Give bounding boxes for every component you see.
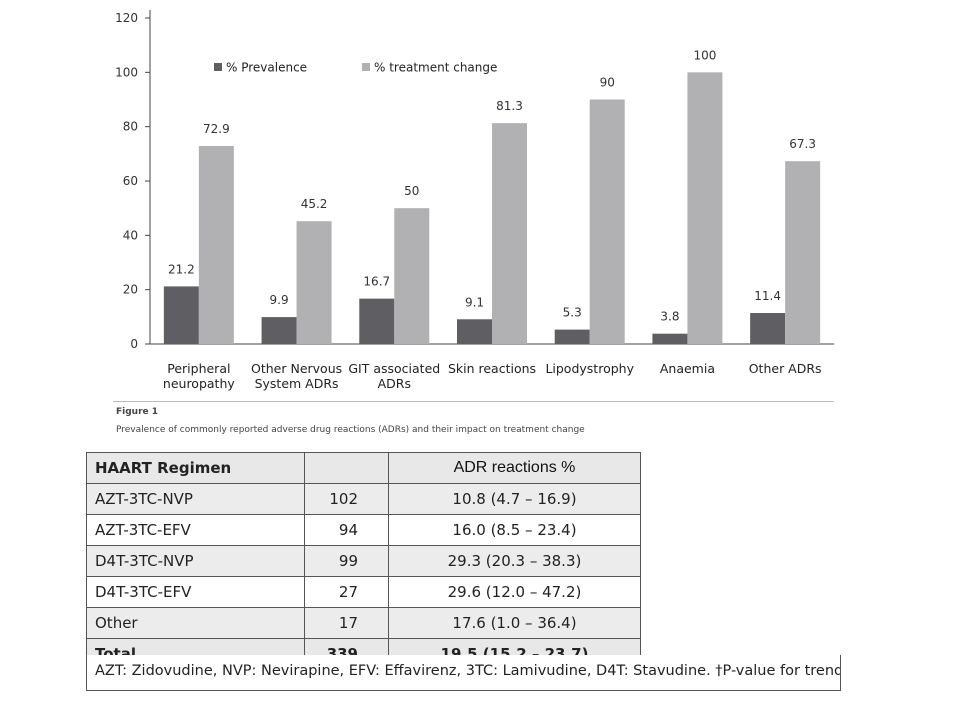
row-n: 102 [304,483,389,515]
bar [163,286,199,344]
row-regimen: D4T-3TC-NVP [86,545,305,577]
legend-swatch [362,63,370,71]
y-tick-label: 100 [115,65,138,79]
bar [750,313,786,344]
row-adr: 16.0 (8.5 – 23.4) [388,514,641,546]
row-n: 99 [304,545,389,577]
x-tick-label: Anaemia [660,361,715,376]
data-label: 67.3 [789,137,816,151]
y-tick-label: 60 [123,174,138,188]
header-regimen: HAART Regimen [86,452,305,484]
table-row: D4T-3TC-EFV 27 29.6 (12.0 – 47.2) [86,576,641,608]
bar [589,99,625,344]
data-label: 16.7 [363,275,390,289]
data-label: 11.4 [754,289,781,303]
x-tick-label: Lipodystrophy [545,361,634,376]
bar [296,221,332,344]
row-adr: 29.6 (12.0 – 47.2) [388,576,641,608]
legend-swatch [214,63,222,71]
data-labels: 21.2 72.9 9.9 45.2 16.7 50 9.1 81.3 5.3 90 3.8 100 1… [168,48,816,323]
row-n: 94 [304,514,389,546]
x-axis: Peripheral neuropathy Other Nervous System … [163,361,822,391]
chart-legend: % Prevalence % treatment change [214,61,497,75]
figure-label: Figure 1 [116,407,159,417]
bar [554,329,590,344]
y-tick-label: 0 [130,337,138,351]
row-regimen: AZT-3TC-NVP [86,483,305,515]
table-row: AZT-3TC-NVP 102 10.8 (4.7 – 16.9) [86,483,641,515]
x-tick-label: Other ADRs [749,361,822,376]
row-n: 17 [304,607,389,639]
data-label: 9.9 [270,293,289,307]
x-tick-label: Other Nervous System ADRs [251,361,342,391]
bar [652,333,688,344]
bar [394,208,430,344]
data-label: 72.9 [203,122,230,136]
table-row: Other 17 17.6 (1.0 – 36.4) [86,607,641,639]
row-regimen: D4T-3TC-EFV [86,576,305,608]
figure-caption: Prevalence of commonly reported adverse … [116,425,585,435]
data-label: 100 [693,48,716,62]
row-regimen: Other [86,607,305,639]
row-regimen: AZT-3TC-EFV [86,514,305,546]
bar [687,72,723,344]
data-label: 3.8 [660,310,679,324]
data-label: 81.3 [496,99,523,113]
row-adr: 10.8 (4.7 – 16.9) [388,483,641,515]
row-adr: 17.6 (1.0 – 36.4) [388,607,641,639]
data-label: 21.2 [168,262,195,276]
bar [785,161,821,344]
header-n [304,452,389,484]
bar [457,319,492,344]
legend-label: % Prevalence [226,61,307,75]
header-adr: ADR reactions % [388,452,641,484]
data-label: 9.1 [465,295,484,309]
data-label: 5.3 [563,306,582,320]
y-tick-label: 80 [123,120,138,134]
table-header-row: HAART Regimen ADR reactions % [86,452,641,484]
bar [492,123,527,344]
y-tick-label: 40 [123,228,138,242]
row-n: 27 [304,576,389,608]
haart-regimen-table: HAART Regimen ADR reactions % AZT-3TC-NV… [86,452,641,670]
y-tick-label: 20 [123,283,138,297]
legend-label: % treatment change [374,61,497,75]
data-label: 90 [600,76,615,90]
adr-bar-chart: % Prevalence % treatment change 0 20 40 60 80… [115,10,834,391]
figure-divider [113,401,834,402]
table-row: AZT-3TC-EFV 94 16.0 (8.5 – 23.4) [86,514,641,546]
x-tick-label: Peripheral neuropathy [163,361,235,391]
bar [261,317,297,344]
row-adr: 29.3 (20.3 – 38.3) [388,545,641,577]
bar [198,145,234,344]
x-tick-label: Skin reactions [448,361,536,376]
bar [359,298,395,344]
x-tick-label: GIT associated ADRs [348,361,440,391]
bar-series [163,72,821,344]
table-row: D4T-3TC-NVP 99 29.3 (20.3 – 38.3) [86,545,641,577]
y-tick-label: 120 [115,11,138,25]
data-label: 50 [404,184,419,198]
data-label: 45.2 [301,197,328,211]
table-footnote: AZT: Zidovudine, NVP: Nevirapine, EFV: E… [86,655,841,691]
